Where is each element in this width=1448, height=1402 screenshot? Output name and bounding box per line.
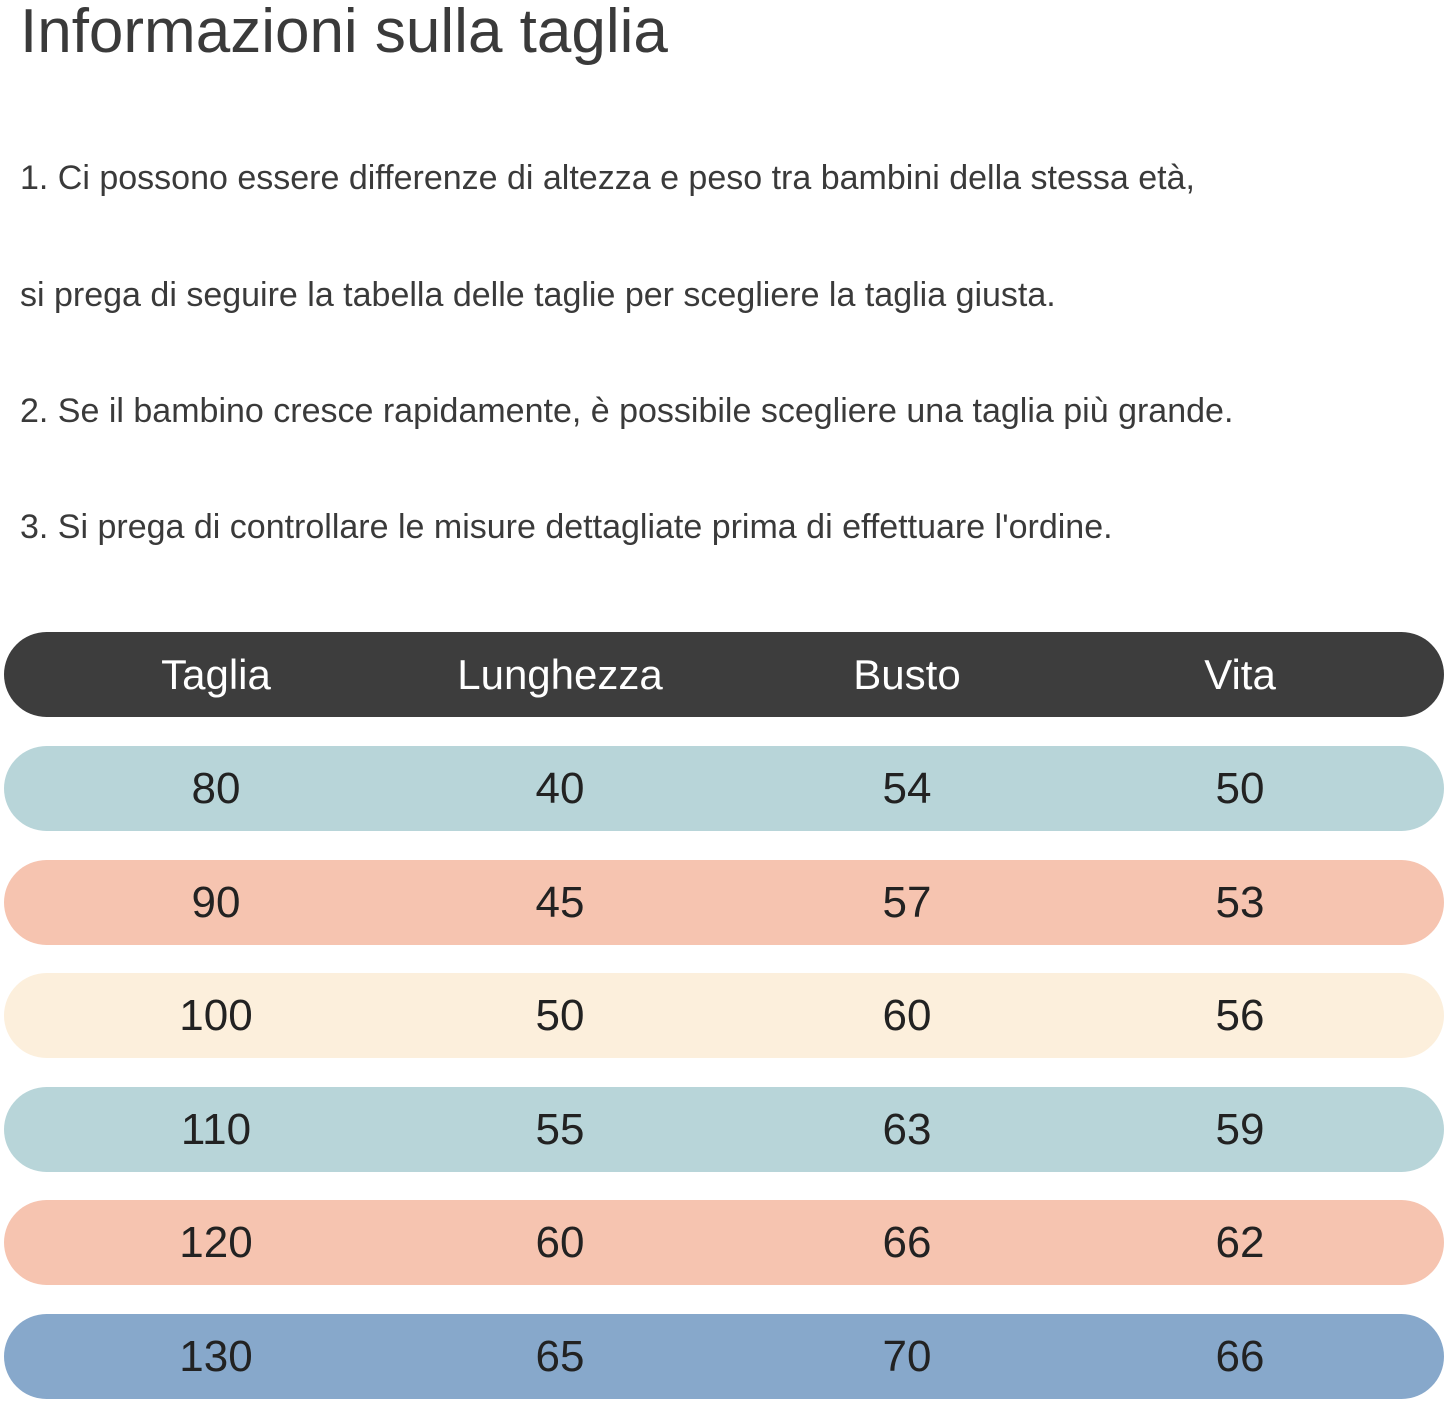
note-line: 1. Ci possono essere differenze di altez… — [20, 159, 1195, 197]
table-cell: 80 — [191, 764, 241, 813]
table-cell: 63 — [882, 1104, 932, 1154]
table-cell: 120 — [179, 1218, 253, 1268]
table-cell: 54 — [882, 764, 932, 813]
column-header: Lunghezza — [457, 651, 663, 698]
table-cell: 57 — [882, 877, 932, 927]
column-header: Vita — [1204, 651, 1276, 698]
table-row: 80 40 54 50 — [4, 746, 1444, 831]
table-cell: 50 — [535, 991, 585, 1041]
table-header: Taglia Lunghezza Busto Vita — [4, 632, 1444, 717]
table-cell: 45 — [535, 877, 585, 927]
table-cell: 56 — [1215, 991, 1265, 1041]
note-line: 2. Se il bambino cresce rapidamente, è p… — [20, 392, 1234, 430]
table-cell: 40 — [535, 764, 585, 813]
table-cell: 65 — [535, 1332, 585, 1381]
column-header: Busto — [853, 651, 961, 698]
table-cell: 53 — [1215, 877, 1265, 927]
table-cell: 60 — [882, 991, 932, 1041]
table-cell: 60 — [535, 1218, 585, 1268]
page-title: Informazioni sulla taglia — [20, 0, 668, 66]
table-cell: 100 — [179, 991, 253, 1041]
table-cell: 50 — [1215, 764, 1265, 813]
note-line: 3. Si prega di controllare le misure det… — [20, 508, 1113, 546]
table-cell: 110 — [180, 1104, 252, 1154]
table-row: 130 65 70 66 — [4, 1314, 1444, 1399]
table-row: 100 50 60 56 — [4, 973, 1444, 1059]
table-row: 110 55 63 59 — [4, 1086, 1444, 1172]
table-cell: 55 — [535, 1104, 585, 1154]
table-cell: 62 — [1215, 1218, 1265, 1268]
table-cell: 59 — [1215, 1104, 1265, 1154]
table-cell: 66 — [1215, 1332, 1265, 1381]
table-cell: 90 — [191, 877, 241, 927]
note-line: si prega di seguire la tabella delle tag… — [20, 276, 1056, 314]
table-row: 120 60 66 62 — [4, 1200, 1444, 1286]
column-header: Taglia — [161, 651, 271, 698]
table-cell: 130 — [179, 1332, 253, 1381]
table-cell: 66 — [882, 1218, 932, 1268]
table-cell: 70 — [882, 1332, 932, 1381]
table-row: 90 45 57 53 — [4, 859, 1444, 945]
